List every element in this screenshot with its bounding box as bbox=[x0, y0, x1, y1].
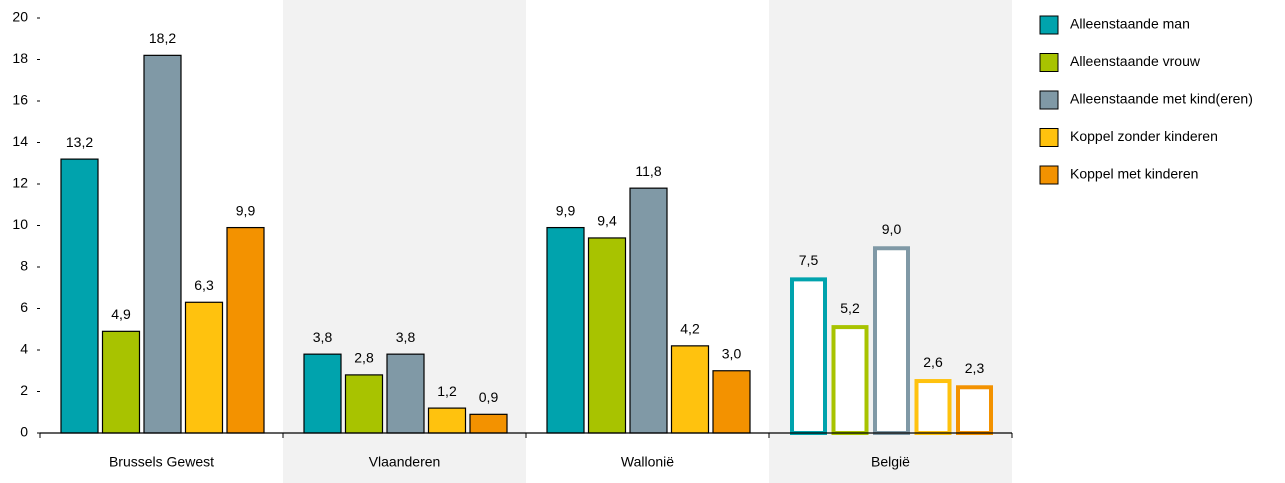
legend-swatch bbox=[1039, 15, 1059, 35]
y-tick-label: 6 bbox=[20, 299, 28, 315]
data-label: 3,8 bbox=[313, 329, 333, 345]
data-label: 3,0 bbox=[722, 345, 742, 361]
data-label: 2,6 bbox=[923, 354, 943, 370]
data-label: 4,2 bbox=[680, 321, 700, 337]
bar bbox=[670, 345, 710, 434]
data-label: 7,5 bbox=[799, 252, 819, 268]
data-label: 5,2 bbox=[840, 300, 860, 316]
legend-label: Koppel met kinderen bbox=[1070, 166, 1198, 182]
y-tick-label: 2 bbox=[20, 382, 28, 398]
bar bbox=[629, 187, 668, 434]
bar bbox=[344, 374, 384, 434]
data-label: 9,9 bbox=[556, 202, 576, 218]
legend-swatch bbox=[1039, 53, 1059, 72]
x-tick-label: België bbox=[871, 454, 910, 470]
bar bbox=[143, 54, 182, 434]
bar bbox=[790, 277, 827, 435]
bar bbox=[831, 325, 869, 436]
bar bbox=[184, 301, 224, 434]
y-tick-label: 12 bbox=[12, 175, 28, 191]
y-tick-label: 16 bbox=[12, 92, 28, 108]
data-label: 2,8 bbox=[354, 350, 374, 366]
y-tick-label: 20 bbox=[12, 9, 28, 25]
y-tick-label: 18 bbox=[12, 50, 28, 66]
bar bbox=[469, 413, 508, 434]
data-label: 2,3 bbox=[965, 360, 985, 376]
y-tick-label: 0 bbox=[20, 424, 28, 440]
legend-label: Alleenstaande man bbox=[1070, 16, 1190, 32]
x-tick-label: Wallonië bbox=[621, 454, 674, 470]
data-label: 4,9 bbox=[111, 306, 131, 322]
data-label: 9,4 bbox=[597, 213, 617, 229]
bar bbox=[427, 407, 467, 434]
x-tick-label: Brussels Gewest bbox=[109, 454, 214, 470]
data-label: 3,8 bbox=[396, 329, 416, 345]
data-label: 13,2 bbox=[66, 134, 93, 150]
legend-label: Alleenstaande vrouw bbox=[1070, 53, 1201, 69]
data-label: 6,3 bbox=[194, 277, 214, 293]
bar bbox=[226, 226, 265, 434]
legend-swatch bbox=[1039, 128, 1059, 147]
bar bbox=[587, 237, 627, 434]
bar bbox=[956, 385, 993, 435]
bar bbox=[303, 353, 342, 434]
bar bbox=[60, 158, 99, 434]
bar bbox=[873, 246, 910, 435]
data-label: 18,2 bbox=[149, 30, 176, 46]
x-tick-label: Vlaanderen bbox=[369, 454, 441, 470]
bar bbox=[914, 379, 952, 435]
y-tick-label: 10 bbox=[12, 216, 28, 232]
data-label: 9,9 bbox=[236, 202, 256, 218]
y-tick-label: 4 bbox=[20, 341, 28, 357]
y-tick-label: 14 bbox=[12, 133, 28, 149]
legend-swatch bbox=[1039, 165, 1059, 185]
y-tick-label: 8 bbox=[20, 258, 28, 274]
legend-label: Koppel zonder kinderen bbox=[1070, 128, 1218, 144]
bar bbox=[386, 353, 425, 434]
data-label: 0,9 bbox=[479, 389, 499, 405]
bar bbox=[101, 330, 141, 434]
bar bbox=[712, 370, 751, 434]
data-label: 9,0 bbox=[882, 221, 902, 237]
legend-swatch bbox=[1039, 90, 1059, 110]
legend-label: Alleenstaande met kind(eren) bbox=[1070, 91, 1253, 107]
bar bbox=[546, 226, 585, 434]
data-label: 11,8 bbox=[635, 163, 661, 179]
data-label: 1,2 bbox=[437, 383, 457, 399]
